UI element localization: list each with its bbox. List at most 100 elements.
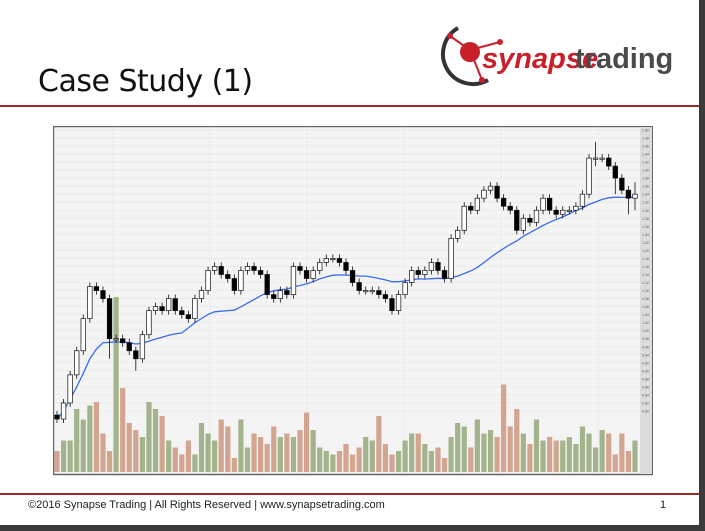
volume-bar	[60, 440, 67, 472]
candle-body	[592, 157, 599, 160]
candle-body	[100, 290, 106, 299]
candle-body	[389, 298, 395, 311]
volume-bar	[159, 416, 165, 472]
slide-title: Case Study (1)	[38, 64, 253, 99]
candle-body	[540, 197, 546, 211]
y-tick-label: 1.34	[642, 193, 649, 197]
y-tick-label: 0.92	[642, 361, 649, 365]
candle-body	[520, 217, 526, 231]
candle-body	[317, 262, 323, 271]
y-tick-label: 1.02	[642, 321, 649, 325]
volume-bar	[87, 405, 93, 472]
candle-body	[60, 402, 67, 420]
candle-body	[113, 338, 119, 341]
volume-bar	[93, 402, 100, 472]
y-tick-label: 1.44	[642, 153, 649, 157]
candle-body	[395, 294, 402, 311]
volume-bar	[100, 433, 106, 472]
volume-bar	[113, 297, 119, 472]
volume-bar	[592, 447, 599, 472]
logo-text-trading: trading	[575, 43, 673, 75]
candle-body	[231, 278, 237, 291]
candle-body	[612, 165, 618, 179]
y-tick-label: 1.46	[642, 145, 649, 149]
y-tick-label: 1.06	[642, 305, 649, 309]
candle-body	[468, 205, 474, 211]
candle-body	[139, 334, 146, 360]
volume-bar	[336, 451, 343, 472]
volume-bar	[586, 433, 592, 472]
candle-body	[369, 290, 375, 293]
volume-bar	[323, 451, 329, 472]
volume-bar	[599, 430, 605, 472]
y-tick-label: 1.14	[642, 273, 649, 277]
volume-bar	[258, 437, 264, 472]
volume-bar	[80, 419, 86, 472]
candle-body	[448, 238, 454, 279]
volume-bar	[612, 454, 618, 472]
volume-bar	[343, 444, 349, 472]
candle-body	[487, 185, 494, 191]
volume-bar	[448, 437, 454, 472]
volume-bar	[533, 419, 540, 472]
candle-body	[251, 266, 257, 271]
y-tick-label: 1.16	[642, 265, 649, 269]
y-tick-label: 1.38	[642, 177, 649, 181]
volume-bar	[133, 430, 139, 472]
candle-body	[277, 290, 283, 299]
candle-body	[494, 185, 500, 199]
volume-bar	[212, 440, 218, 472]
volume-bar	[330, 454, 336, 472]
logo-node-icon	[460, 42, 480, 62]
candle-body	[343, 262, 349, 271]
candle-body	[87, 286, 93, 320]
y-tick-label: 1.48	[642, 136, 649, 140]
candle-body	[264, 274, 270, 295]
y-axis-strip	[640, 127, 652, 474]
volume-bar	[415, 433, 421, 472]
volume-bar	[428, 451, 434, 472]
volume-bar	[152, 409, 159, 472]
candle-body	[514, 209, 520, 231]
volume-bar	[172, 447, 178, 472]
volume-bar	[514, 409, 520, 472]
candle-body	[323, 258, 329, 263]
volume-bar	[363, 437, 369, 472]
y-tick-label: 1.40	[642, 169, 649, 173]
volume-bar	[468, 447, 474, 472]
candle-body	[336, 258, 343, 263]
volume-bar	[501, 384, 507, 472]
volume-bar	[120, 388, 126, 472]
candle-body	[481, 189, 487, 199]
header-divider	[0, 105, 699, 107]
volume-bar	[356, 447, 362, 472]
candle-body	[93, 286, 100, 291]
candle-body	[257, 270, 264, 275]
volume-bar	[106, 451, 113, 472]
y-tick-label: 0.90	[642, 369, 649, 373]
volume-bar	[527, 444, 533, 472]
volume-bar	[507, 426, 513, 472]
candle-body	[310, 270, 316, 279]
candle-body	[159, 306, 165, 311]
volume-bar	[474, 419, 480, 472]
y-tick-label: 0.96	[642, 345, 649, 349]
volume-bar	[238, 419, 244, 472]
candle-body	[599, 157, 605, 160]
y-tick-label: 0.86	[642, 385, 649, 389]
candle-body	[435, 262, 441, 271]
volume-bar	[619, 433, 625, 472]
volume-bar	[185, 440, 191, 472]
candle-body	[297, 266, 303, 271]
volume-bar	[422, 444, 428, 472]
y-tick-label: 0.98	[642, 337, 649, 341]
candle-body	[192, 298, 198, 320]
volume-bar	[441, 458, 448, 472]
volume-bar	[218, 419, 224, 472]
volume-bar	[435, 447, 441, 472]
candle-body	[152, 306, 159, 311]
volume-bar	[382, 444, 389, 472]
logo-text-synapse: synapse	[482, 43, 598, 75]
volume-bar	[369, 440, 375, 472]
volume-bar	[540, 440, 546, 472]
